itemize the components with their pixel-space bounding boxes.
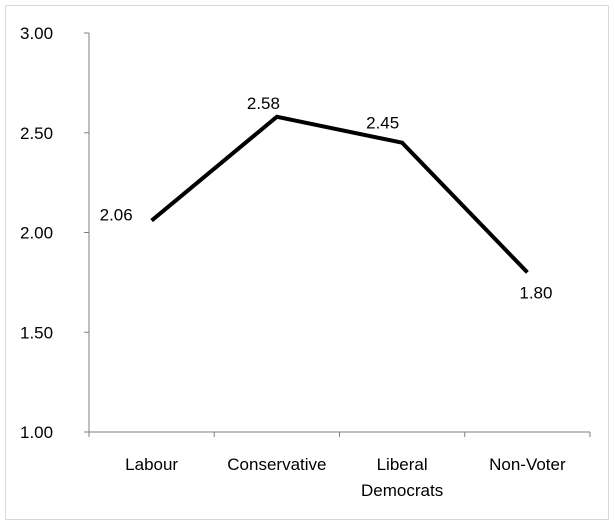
data-label: 2.58 [247, 94, 280, 113]
data-labels: 2.06 2.58 2.45 1.80 [100, 94, 553, 303]
y-tick-label: 2.00 [20, 224, 53, 243]
x-category-label: Conservative [227, 455, 326, 474]
x-category-label: Non-Voter [489, 455, 566, 474]
data-label: 2.45 [366, 114, 399, 133]
axes [88, 33, 590, 433]
y-tick-label: 2.50 [20, 124, 53, 143]
y-tick-label: 1.00 [20, 423, 53, 442]
x-category-label: Democrats [361, 481, 443, 500]
x-axis-labels: Labour Conservative Liberal Democrats Non-Vo… [88, 432, 591, 500]
data-label: 2.06 [100, 206, 133, 225]
series-line [150, 114, 529, 274]
y-tick-label: 1.50 [20, 323, 53, 342]
x-category-label: Liberal [377, 455, 428, 474]
chart-area [5, 5, 609, 520]
series-layer [150, 114, 529, 274]
data-label: 1.80 [519, 283, 552, 302]
x-category-label: Labour [125, 455, 178, 474]
y-tick-label: 3.00 [20, 24, 53, 43]
y-axis-ticks: 1.00 1.50 2.00 2.50 3.00 [20, 24, 89, 442]
